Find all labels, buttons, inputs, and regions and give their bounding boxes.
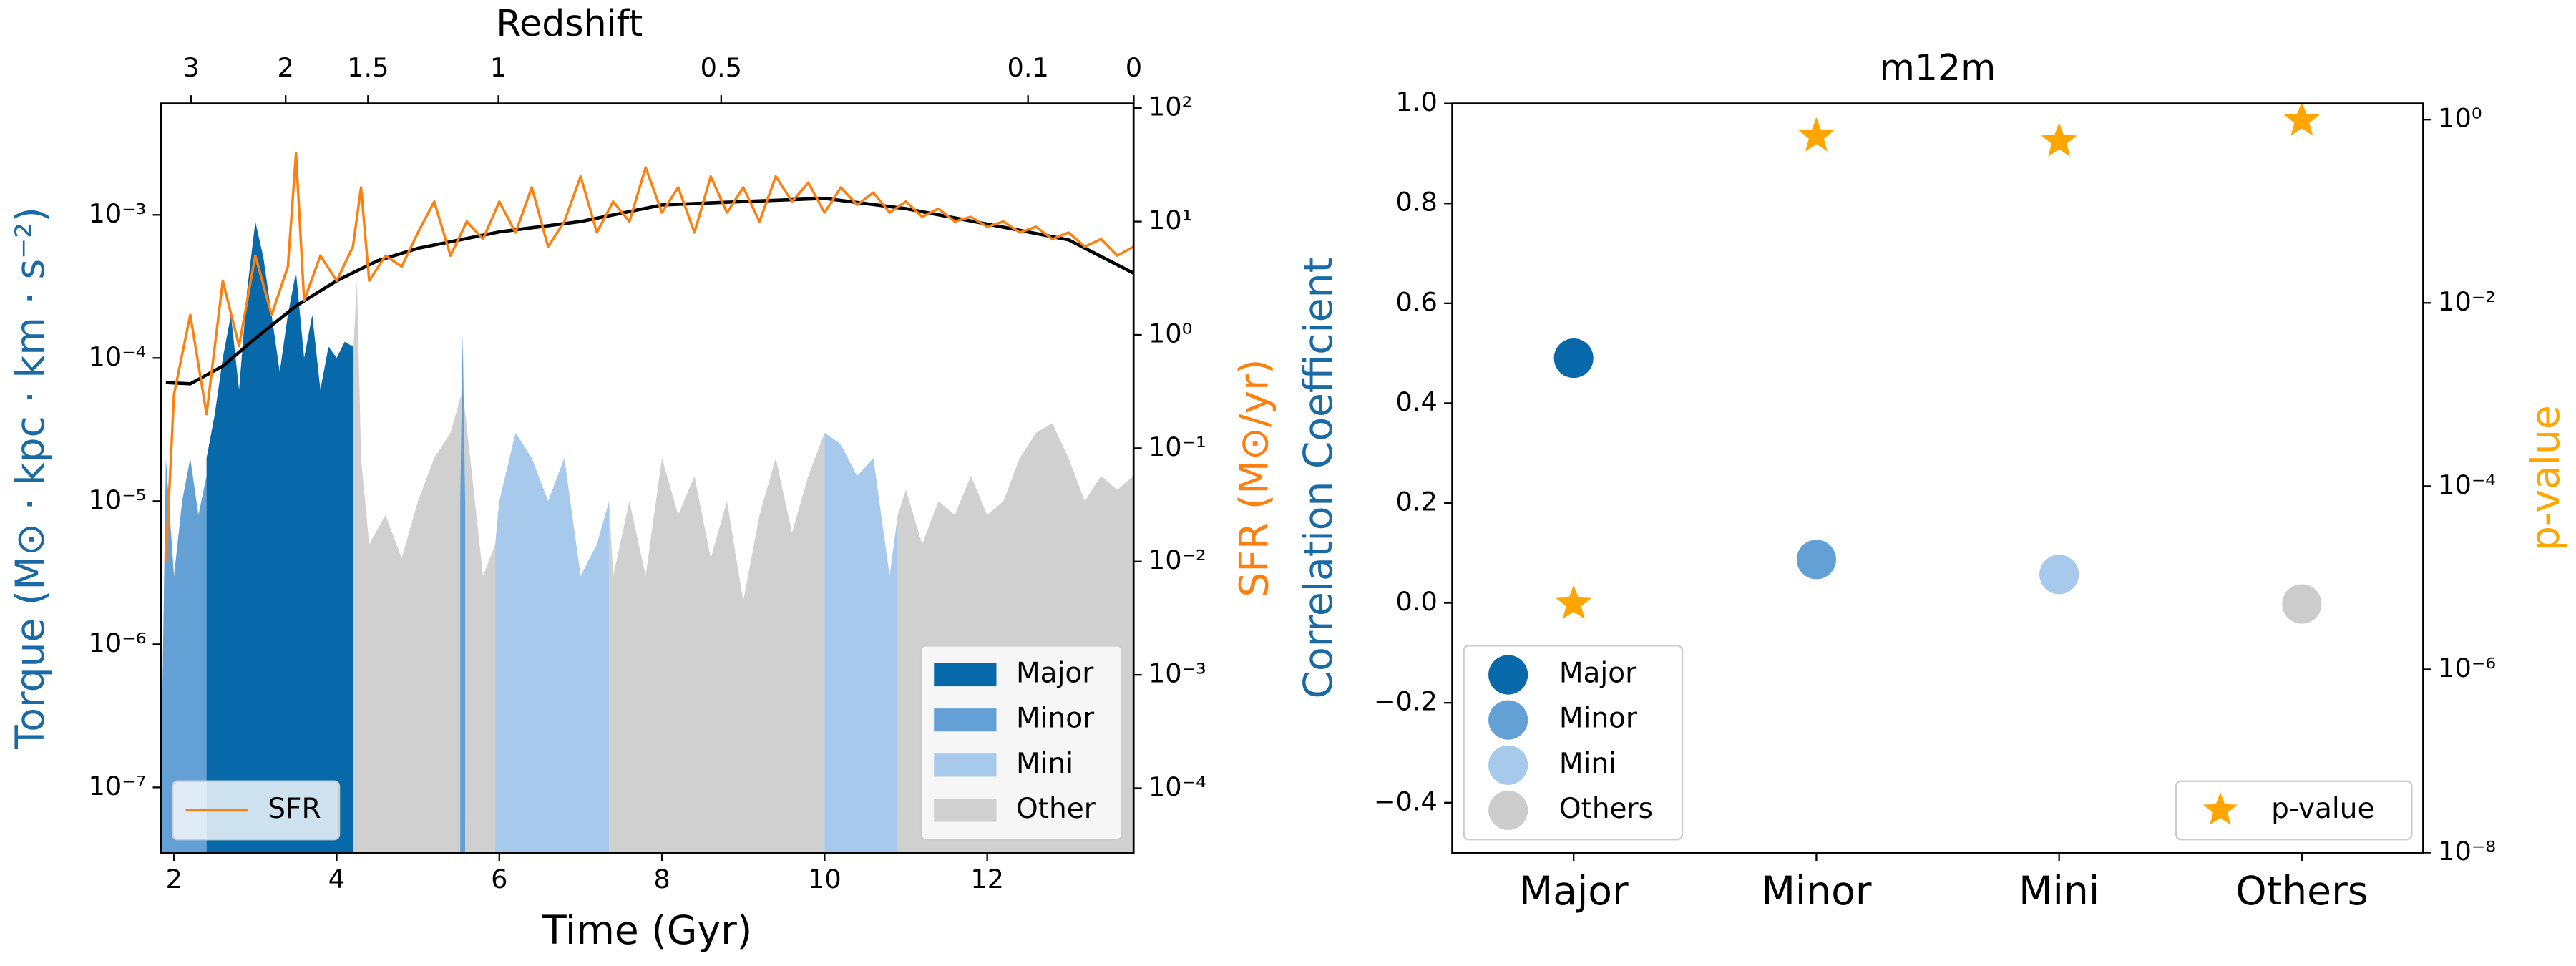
x2-axis-title: Redshift xyxy=(496,2,643,44)
x-tick-label: 6 xyxy=(491,864,507,894)
y2-tick-label: 10² xyxy=(1148,92,1192,122)
legend-swatch xyxy=(1488,700,1528,740)
y2-tick-label: 10⁻⁸ xyxy=(2438,836,2496,867)
x-axis-title: Time (Gyr) xyxy=(542,907,752,953)
x-tick-label: Mini xyxy=(2019,868,2099,914)
x-tick-label: Major xyxy=(1519,868,1629,914)
y-tick-label: 10⁻⁵ xyxy=(89,484,147,515)
x-tick-label: Others xyxy=(2235,868,2368,914)
axes-frame xyxy=(160,102,1135,854)
legend-swatch xyxy=(2202,792,2238,825)
x-tick-label: 4 xyxy=(328,864,345,894)
x2-tick-label: 1.5 xyxy=(347,52,389,83)
y2-tick-label: 10⁻² xyxy=(1148,545,1206,575)
y-tick-label: 0.4 xyxy=(1396,386,1438,417)
y2-tick-label: 10⁻³ xyxy=(1148,658,1206,689)
chart-title: m12m xyxy=(1880,47,1996,89)
legend-swatch xyxy=(934,708,997,732)
legend-label: p-value xyxy=(2271,793,2374,825)
y-tick-label: 10⁻³ xyxy=(89,198,147,229)
y2-tick-label: 10⁻⁴ xyxy=(2438,469,2496,500)
legend-label: Major xyxy=(1016,658,1094,690)
dot-marker xyxy=(1796,540,1836,580)
legend-label: Minor xyxy=(1559,703,1638,735)
star-marker xyxy=(1556,585,1592,620)
y2-tick-label: 10⁻⁴ xyxy=(1148,771,1206,802)
star-marker xyxy=(2041,122,2077,157)
legend-label: Minor xyxy=(1016,703,1095,735)
x-tick-label: 12 xyxy=(970,864,1004,894)
dot-marker xyxy=(2282,584,2322,624)
y-tick-label: 10⁻⁴ xyxy=(89,341,147,372)
y2-axis-title: p-value xyxy=(2522,405,2568,551)
x-tick-label: 8 xyxy=(653,864,670,894)
dot-marker xyxy=(2039,555,2079,595)
smooth-line xyxy=(165,196,1134,386)
y2-axis-title: SFR (M⊙/yr) xyxy=(1231,359,1277,597)
y2-tick-label: 10⁻⁶ xyxy=(2438,653,2496,683)
x2-tick-label: 2 xyxy=(278,52,294,83)
legend-box xyxy=(1463,645,1684,841)
y2-tick-label: 10⁻² xyxy=(2438,286,2496,317)
y-tick-label: 10⁻⁷ xyxy=(89,771,147,801)
legend-swatch xyxy=(934,799,997,822)
dot-marker xyxy=(1553,338,1594,379)
y-tick-label: 0.8 xyxy=(1396,187,1438,218)
legend-swatch xyxy=(1488,745,1528,785)
legend-label: SFR xyxy=(268,793,321,825)
legend-swatch xyxy=(1488,790,1528,831)
x-tick-label: 10 xyxy=(808,864,841,894)
legend-label: Mini xyxy=(1559,748,1616,780)
y2-tick-label: 10⁰ xyxy=(1148,318,1192,348)
x2-tick-label: 1 xyxy=(490,52,507,83)
legend-box xyxy=(919,645,1123,841)
legend-label: Major xyxy=(1559,658,1637,690)
legend-swatch xyxy=(934,663,997,687)
star-marker xyxy=(2283,103,2320,136)
legend-swatch xyxy=(1488,655,1528,695)
sfr-line xyxy=(165,152,1134,562)
x2-tick-label: 0.1 xyxy=(1007,52,1048,83)
y2-tick-label: 10¹ xyxy=(1148,205,1192,235)
x2-tick-label: 0.5 xyxy=(701,52,742,83)
y-axis-title: Torque (M⊙ · kpc · km · s⁻²) xyxy=(7,207,53,750)
legend-label: Other xyxy=(1016,793,1096,825)
y-tick-label: 1.0 xyxy=(1396,87,1438,117)
y-tick-label: −0.4 xyxy=(1374,786,1438,816)
star-marker xyxy=(1798,117,1835,152)
x-tick-label: 2 xyxy=(165,864,182,894)
x-tick-label: Minor xyxy=(1761,868,1871,914)
legend-label: Mini xyxy=(1016,748,1073,780)
y2-tick-label: 10⁰ xyxy=(2438,103,2482,134)
y-tick-label: 0.0 xyxy=(1396,586,1438,617)
y-tick-label: −0.2 xyxy=(1374,686,1438,717)
plot-area xyxy=(1553,103,2322,624)
legend-box xyxy=(2175,780,2413,841)
area-mini xyxy=(495,432,898,853)
x2-tick-label: 3 xyxy=(182,52,199,83)
area-major xyxy=(206,221,353,853)
y-tick-label: 0.6 xyxy=(1396,286,1438,317)
y-tick-label: 10⁻⁶ xyxy=(89,628,147,658)
x2-tick-label: 0 xyxy=(1126,52,1142,83)
y2-tick-label: 10⁻¹ xyxy=(1148,431,1206,462)
legend-label: Others xyxy=(1559,793,1653,825)
legend-swatch xyxy=(934,753,997,777)
legend-box xyxy=(171,780,341,841)
axes-frame xyxy=(1451,102,2424,854)
y-tick-label: 0.2 xyxy=(1396,487,1438,517)
y-axis-title: Correlation Coefficient xyxy=(1295,258,1341,699)
